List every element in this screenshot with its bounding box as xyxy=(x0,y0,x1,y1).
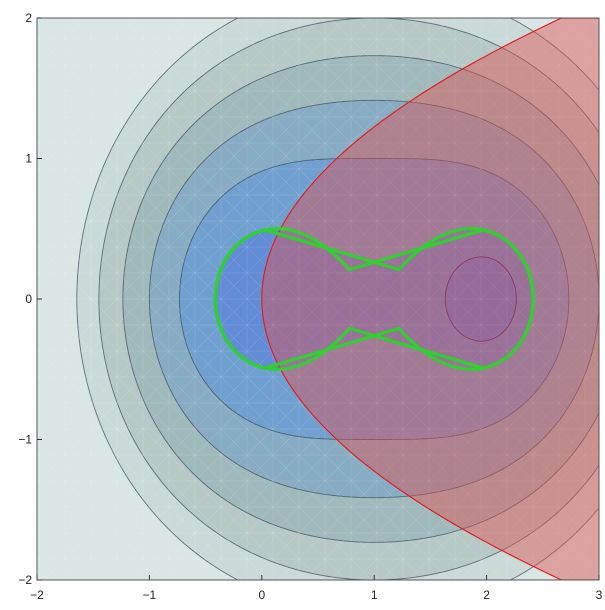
y-tick-label: 2 xyxy=(25,11,32,25)
y-axis: −2 −1 0 1 2 xyxy=(18,11,42,587)
inner-contour-ellipse xyxy=(444,256,517,342)
x-tick-label: 1 xyxy=(371,588,378,602)
highlighted-lemniscate-curve xyxy=(213,227,535,371)
x-tick-label: 0 xyxy=(258,588,265,602)
y-tick-label: −1 xyxy=(18,433,32,447)
x-tick-label: 2 xyxy=(483,588,490,602)
mesh-overlay xyxy=(37,18,599,580)
plot-area xyxy=(37,18,599,580)
y-tick-label: −2 xyxy=(18,573,32,587)
x-tick-label: −2 xyxy=(30,588,44,602)
x-axis: −2 −1 0 1 2 3 xyxy=(30,575,603,602)
highlighted-curve-right-lobe xyxy=(213,227,535,371)
x-tick-label: 3 xyxy=(596,588,603,602)
y-tick-label: 1 xyxy=(25,152,32,166)
x-tick-label: −1 xyxy=(143,588,157,602)
y-tick-label: 0 xyxy=(25,292,32,306)
shaded-parabolic-region xyxy=(261,18,599,580)
